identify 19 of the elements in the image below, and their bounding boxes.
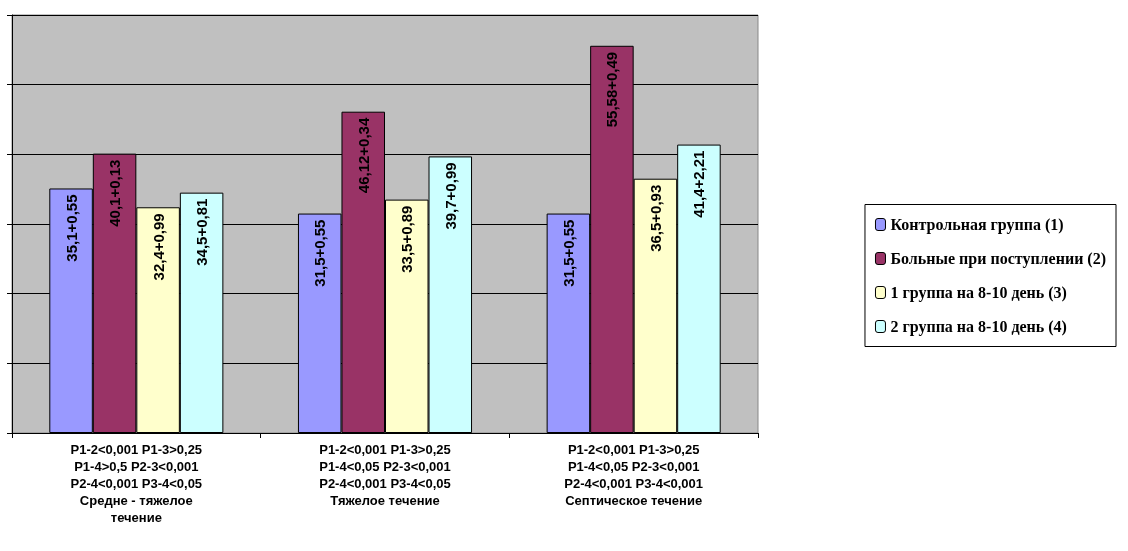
data-label: 33,5+0,89 bbox=[398, 205, 416, 273]
data-label: 31,5+0,55 bbox=[559, 219, 577, 287]
data-label: 31,5+0,55 bbox=[311, 219, 329, 287]
data-label: 36,5+0,93 bbox=[646, 184, 664, 252]
data-label: 32,4+0,99 bbox=[149, 213, 167, 281]
data-label: 46,12+0,34 bbox=[354, 117, 372, 194]
legend-label: Больные при поступлении (2) bbox=[890, 250, 1106, 268]
data-label: 39,7+0,99 bbox=[441, 162, 459, 230]
data-label: 35,1+0,55 bbox=[62, 194, 80, 262]
data-label: 40,1+0,13 bbox=[106, 159, 124, 227]
legend-label: 1 группа на 8-10 день (3) bbox=[890, 284, 1067, 302]
data-label: 34,5+0,81 bbox=[193, 198, 211, 266]
data-label: 55,58+0,49 bbox=[603, 51, 621, 128]
legend-label: 2 группа на 8-10 день (4) bbox=[890, 318, 1067, 336]
x-tick-label: P1-2<0,001 P1-3>0,25 P1-4>0,5 P2-3<0,001 P2-4<0,001 P3-4<0,05 Средне - тяжелое течение bbox=[70, 442, 203, 525]
x-tick-label: P1-2<0,001 P1-3>0,25 P1-4<0,05 P2-3<0,001 P2-4<0,001 P3-4<0,05 Тяжелое течение bbox=[319, 442, 451, 508]
x-tick-label: P1-2<0,001 P1-3>0,25 P1-4<0,05 P2-3<0,001 P2-4<0,001 P3-4<0,001 Септическое течение bbox=[564, 442, 704, 508]
legend-label: Контрольная группа (1) bbox=[890, 216, 1064, 234]
data-label: 41,4+2,21 bbox=[690, 150, 708, 218]
